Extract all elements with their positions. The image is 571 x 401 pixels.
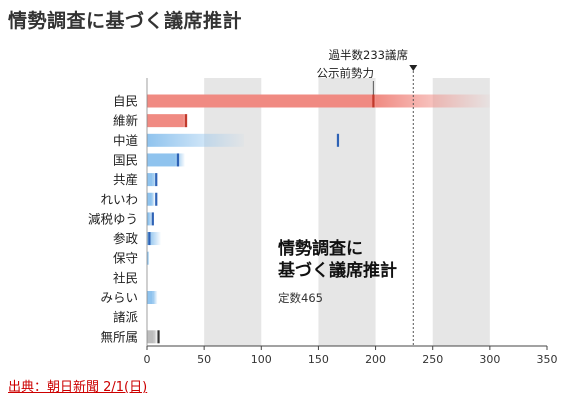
category-label-5: れいわ <box>100 192 138 207</box>
category-label-1: 維新 <box>113 113 138 128</box>
x-tick-label-4: 200 <box>365 353 386 366</box>
x-tick-label-1: 50 <box>197 353 211 366</box>
seat-projection-chart: 0 50 100 150 200 250 300 350 自民維新中道国民共産れいわ減税ゆう参… <box>72 40 571 370</box>
category-label-4: 共産 <box>113 172 138 187</box>
source-link[interactable]: 出典：朝日新聞 2/1(日) <box>8 380 148 395</box>
x-tick-label-7: 350 <box>537 353 558 366</box>
pre-election-marker-12 <box>157 330 160 344</box>
bar-range-10 <box>152 291 158 304</box>
bar-range-12 <box>153 330 158 344</box>
pre-election-marker-1 <box>184 114 188 128</box>
pre-election-legend: 公示前勢力 <box>317 66 375 80</box>
x-tick-label-0: 0 <box>144 353 151 366</box>
bar-low-3 <box>147 153 176 167</box>
pre-election-marker-6 <box>151 212 154 226</box>
category-label-12: 無所属 <box>100 329 138 344</box>
chart-subtitle: 定数465 <box>278 291 323 305</box>
bar-low-12 <box>147 330 154 344</box>
grid-band-0 <box>204 78 262 346</box>
category-label-8: 保守 <box>113 251 138 266</box>
page-title: 情勢調査に基づく議席推計 <box>8 10 243 32</box>
bar-range-8 <box>148 251 150 265</box>
bar-low-10 <box>147 291 153 304</box>
x-tick-label-3: 150 <box>308 353 329 366</box>
bar-low-7 <box>147 232 150 246</box>
category-label-10: みらい <box>100 290 138 305</box>
majority-label: 過半数233議席 <box>329 48 408 62</box>
pre-election-marker-7 <box>148 232 151 246</box>
category-label-0: 自民 <box>113 94 138 109</box>
pre-election-marker-0 <box>372 94 375 108</box>
bar-low-4 <box>147 173 153 187</box>
category-label-11: 諸派 <box>113 310 139 325</box>
bar-range-4 <box>152 173 158 187</box>
pre-election-marker-2 <box>336 133 340 147</box>
category-label-6: 減税ゆう <box>88 211 138 226</box>
bar-range-7 <box>149 232 161 246</box>
chart-title-line-1: 基づく議席推計 <box>277 260 397 281</box>
chart-svg: 0 50 100 150 200 250 300 350 自民維新中道国民共産れいわ減税ゆう参… <box>72 40 571 370</box>
bar-range-6 <box>149 212 153 226</box>
bar-low-1 <box>147 114 184 128</box>
x-tick-label-2: 100 <box>251 353 272 366</box>
chart-title-line-0: 情勢調査に <box>278 238 363 259</box>
category-label-9: 社民 <box>113 270 138 285</box>
bar-range-0 <box>375 94 490 108</box>
category-label-7: 参政 <box>113 231 139 246</box>
majority-triangle <box>409 65 418 71</box>
pre-election-marker-4 <box>155 173 158 187</box>
category-label-3: 国民 <box>113 152 138 167</box>
pre-election-marker-5 <box>155 192 158 206</box>
bar-low-6 <box>147 212 150 226</box>
x-tick-label-6: 300 <box>479 353 500 366</box>
x-tick-label-5: 250 <box>422 353 443 366</box>
grid-band-2 <box>432 78 490 346</box>
bar-range-2 <box>147 133 245 147</box>
bar-range-3 <box>175 153 185 167</box>
pre-election-marker-3 <box>176 153 180 167</box>
bar-range-5 <box>151 192 155 206</box>
bar-low-0 <box>147 94 376 108</box>
category-label-2: 中道 <box>113 133 139 148</box>
bar-low-8 <box>147 251 149 265</box>
grid-band-1 <box>318 78 376 346</box>
bar-low-5 <box>147 192 152 206</box>
